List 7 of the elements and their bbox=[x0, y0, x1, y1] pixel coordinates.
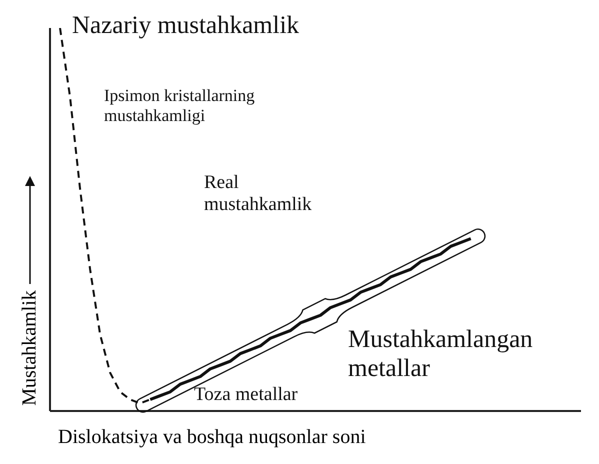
annotation: Nazariy mustahkamlik bbox=[72, 12, 300, 41]
x-axis-title: Dislokatsiya va boshqa nuqsonlar soni bbox=[58, 426, 366, 449]
annotation: Mustahkamlangan metallar bbox=[348, 326, 534, 384]
annotation: Ipsimon kristallarning mustahkamligi bbox=[104, 86, 256, 126]
annotation: Toza metallar bbox=[194, 384, 299, 406]
annotation: Real mustahkamlik bbox=[204, 172, 313, 216]
y-axis-title: Mustahkamlik bbox=[18, 290, 42, 406]
